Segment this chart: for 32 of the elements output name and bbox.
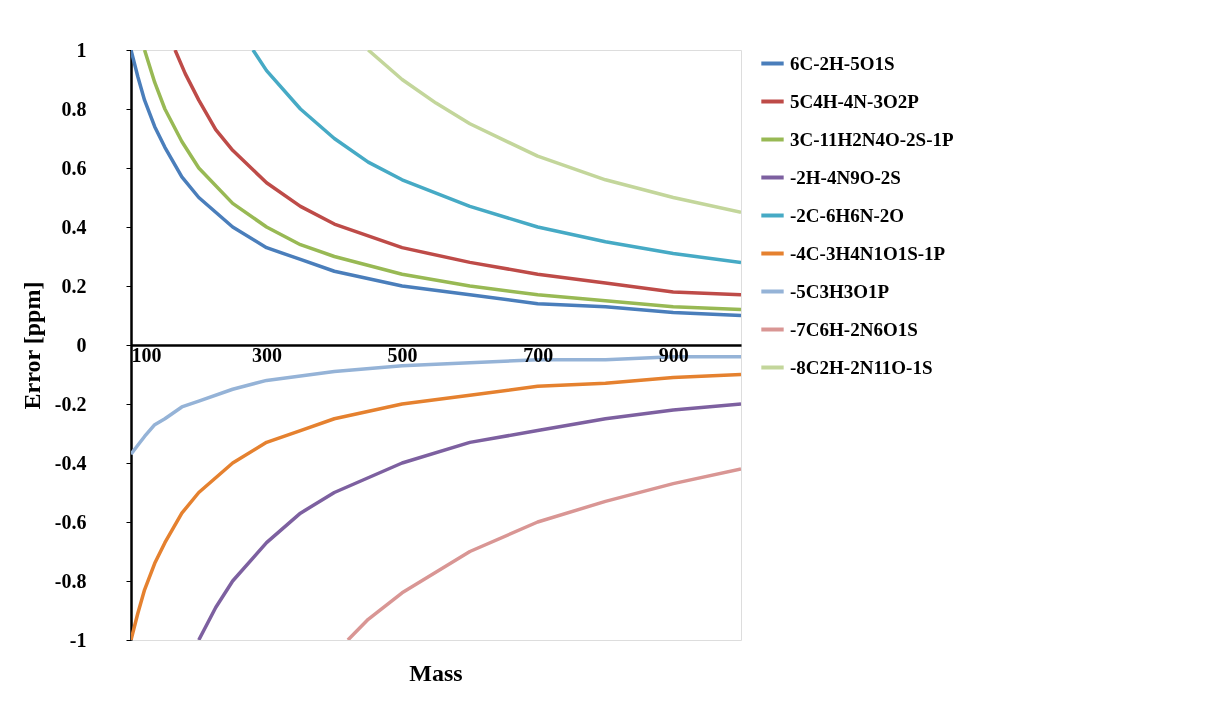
line-series [366, 50, 741, 214]
y-tick-label: -0.6 [54, 510, 87, 533]
y-tick-label: 0.2 [61, 274, 87, 297]
legend-label: -8C2H-2N11O-1S [790, 356, 933, 378]
legend-label: 5C4H-4N-3O2P [790, 90, 920, 112]
y-tick-label: 0.8 [61, 97, 87, 120]
line-series [346, 467, 741, 640]
line-series [131, 372, 741, 640]
legend-label: -5C3H3O1P [790, 280, 890, 302]
legend-label: -4C-3H4N1O1S-1P [790, 242, 946, 264]
x-tick-label: 500 [387, 343, 418, 366]
legend-label: -2H-4N9O-2S [790, 166, 901, 188]
x-tick-label: 900 [658, 343, 689, 366]
y-tick-label: -0.2 [54, 392, 87, 415]
y-tick-label: -0.4 [54, 451, 87, 474]
line-series [251, 50, 741, 265]
x-tick-label: 300 [252, 343, 283, 366]
x-axis-title: Mass [409, 660, 463, 686]
legend-label: -7C6H-2N6O1S [790, 318, 918, 340]
legend-label: 3C-11H2N4O-2S-1P [790, 128, 954, 150]
legend-label: -2C-6H6N-2O [790, 204, 904, 226]
y-tick-label: -0.8 [54, 569, 87, 592]
x-tick-label: 700 [523, 343, 554, 366]
x-tick-label: 100 [131, 343, 162, 366]
y-tick-label: 1 [76, 38, 87, 61]
legend-label: 6C-2H-5O1S [790, 52, 895, 74]
y-tick-label: -1 [69, 628, 87, 651]
line-series [197, 402, 741, 640]
y-tick-label: 0.4 [61, 215, 87, 238]
y-tick-label: 0 [76, 333, 87, 356]
y-axis-title: Error [ppm] [18, 281, 45, 410]
y-tick-label: 0.6 [61, 156, 87, 179]
